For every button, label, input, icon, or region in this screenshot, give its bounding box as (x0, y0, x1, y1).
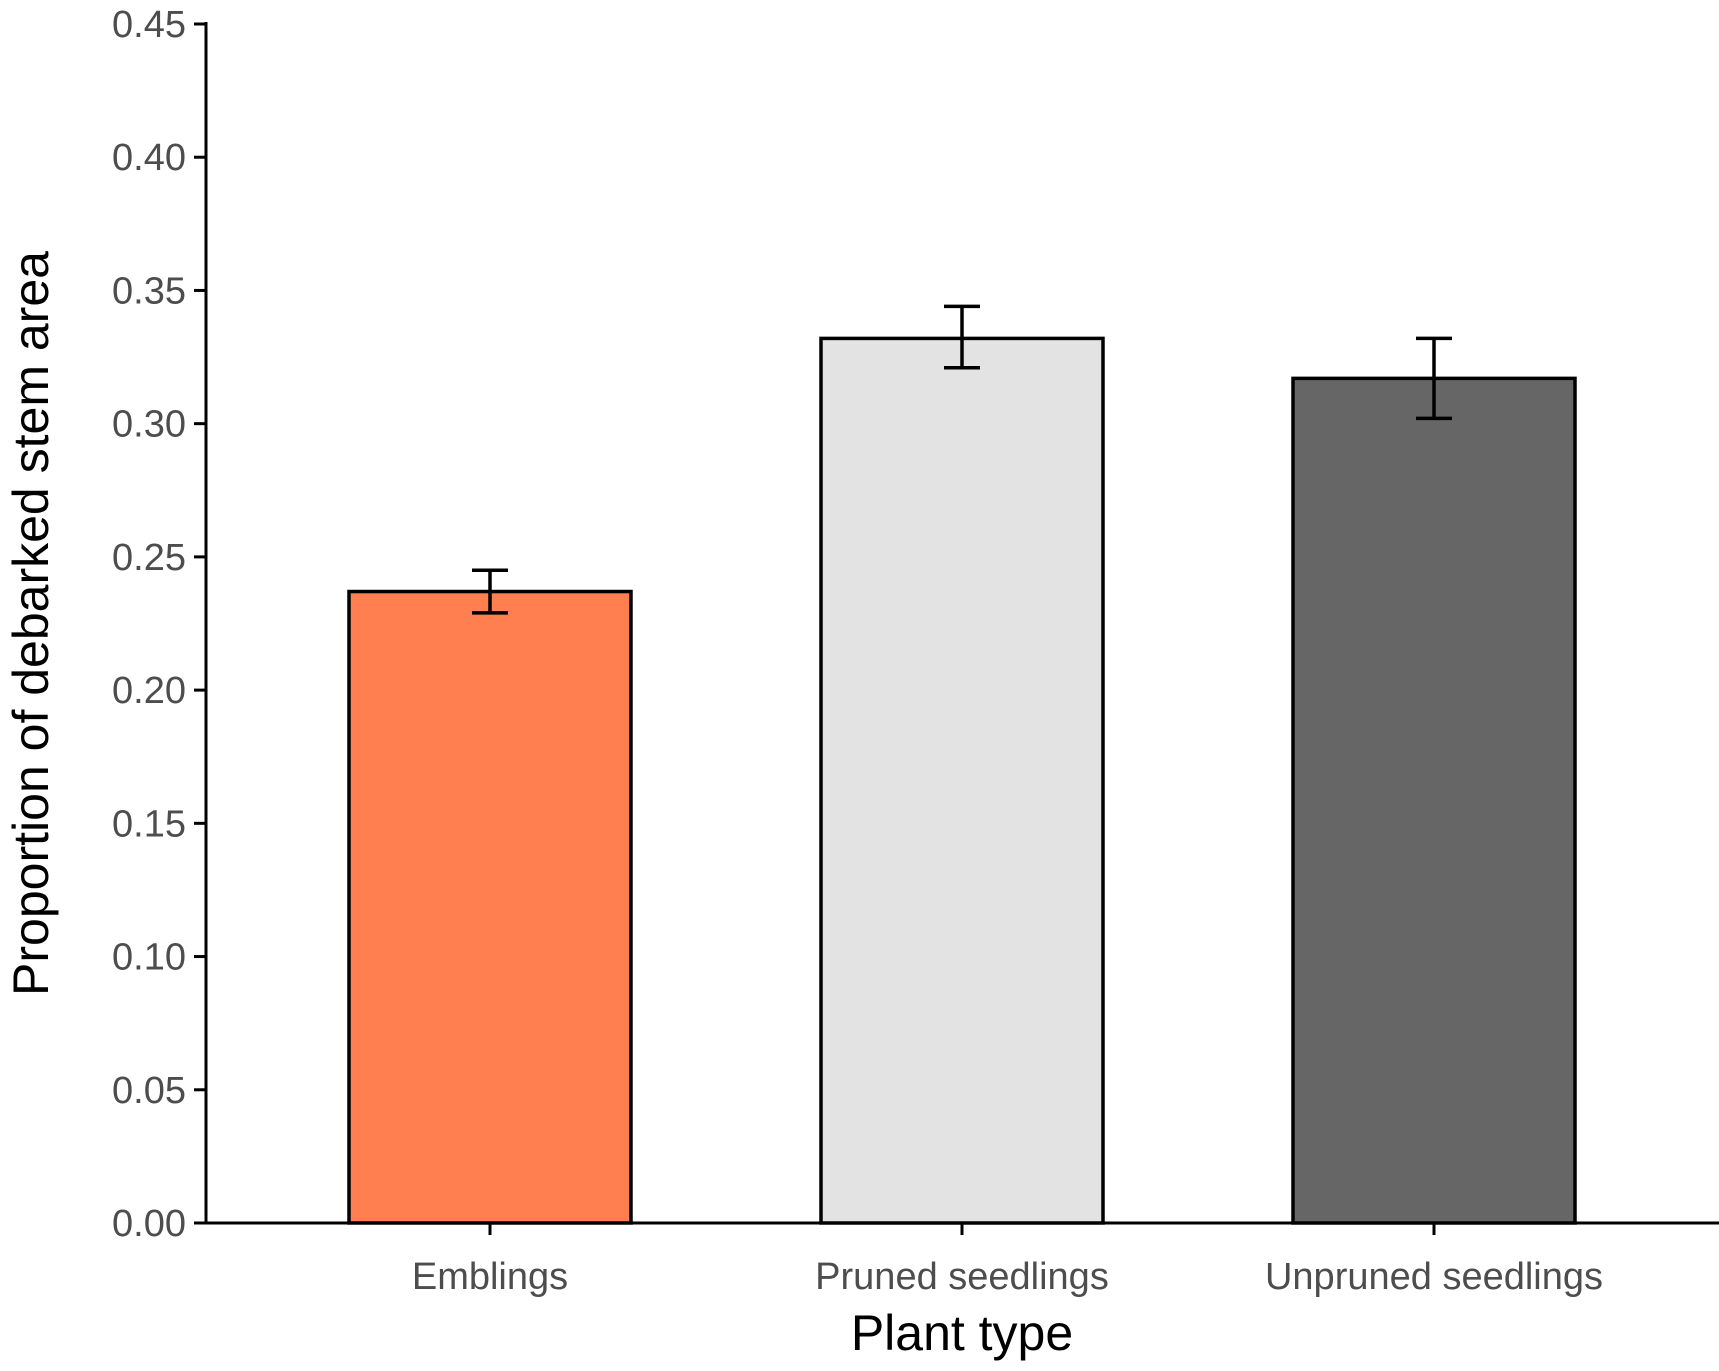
y-axis-ticks: 0.00 0.05 0.10 0.15 0.20 0.25 0.30 0.35 0.40 0.45 (112, 4, 206, 1245)
y-tick-label: 0.20 (112, 670, 186, 712)
y-axis-title: Proportion of debarked stem area (3, 251, 59, 996)
x-tick-label: Unpruned seedlings (1265, 1256, 1603, 1298)
bar-pruned-seedlings (819, 336, 1105, 1225)
y-tick-label: 0.10 (112, 937, 186, 979)
bar-emblings (347, 589, 633, 1225)
bars (347, 304, 1577, 1225)
y-tick-label: 0.40 (112, 137, 186, 179)
y-tick-label: 0.30 (112, 404, 186, 446)
y-tick-label: 0.35 (112, 270, 186, 312)
x-tick-label: Emblings (412, 1256, 568, 1298)
y-tick-label: 0.00 (112, 1203, 186, 1245)
y-tick-label: 0.45 (112, 4, 186, 46)
y-tick-label: 0.25 (112, 537, 186, 579)
y-tick-label: 0.05 (112, 1070, 186, 1112)
x-axis-ticks: Emblings Pruned seedlings Unpruned seedlin… (412, 1223, 1603, 1298)
x-axis-title: Plant type (851, 1305, 1073, 1361)
x-tick-label: Pruned seedlings (815, 1256, 1109, 1298)
bar-unpruned-seedlings (1291, 376, 1577, 1225)
y-tick-label: 0.15 (112, 803, 186, 845)
